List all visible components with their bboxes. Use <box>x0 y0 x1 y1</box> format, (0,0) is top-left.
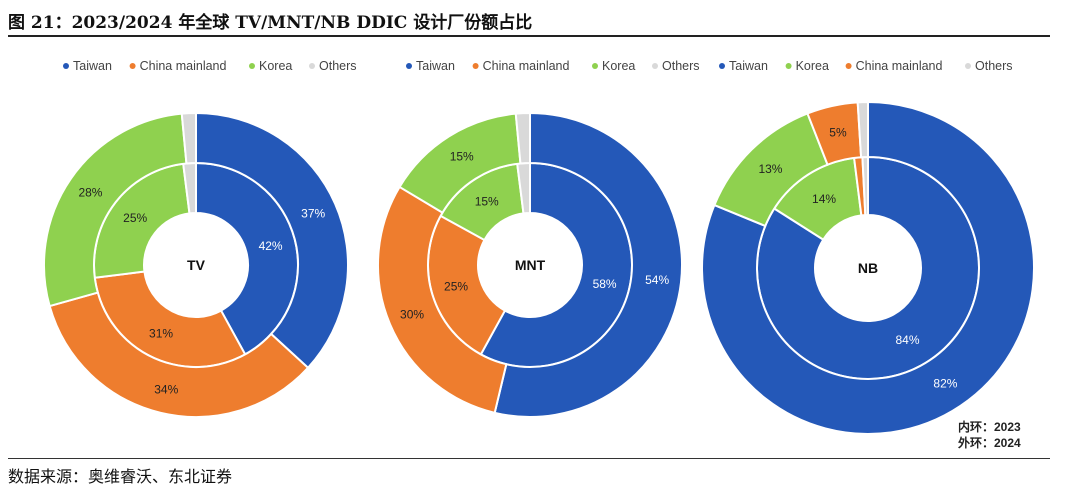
data-label-nb-inner-korea: 14% <box>812 192 836 206</box>
legend-label-nb-korea: Korea <box>796 59 829 73</box>
legend-marker-mnt-taiwan <box>406 63 412 69</box>
legend-marker-tv-taiwan <box>63 63 69 69</box>
legend-label-nb-taiwan: Taiwan <box>729 59 768 73</box>
legend-label-mnt-others: Others <box>662 59 700 73</box>
legend-label-tv-korea: Korea <box>259 59 292 73</box>
data-label-mnt-outer-korea: 15% <box>450 150 474 164</box>
legend-marker-tv-korea <box>249 63 255 69</box>
figure-title: 图 21：2023/2024 年全球 TV/MNT/NB DDIC 设计厂份额占… <box>8 13 533 33</box>
legend-label-mnt-china-mainland: China mainland <box>483 59 570 73</box>
source-note: 数据来源：奥维睿沃、东北证券 <box>8 467 233 486</box>
outer-ring-note: 外环：2024 <box>958 436 1021 450</box>
legend-label-tv-china-mainland: China mainland <box>140 59 227 73</box>
legend-marker-nb-others <box>965 63 971 69</box>
data-label-nb-inner-taiwan: 84% <box>895 333 919 347</box>
center-label-tv: TV <box>187 257 206 273</box>
data-label-tv-outer-korea: 28% <box>78 186 102 200</box>
slice-tv-outer-others <box>180 111 197 165</box>
data-label-tv-outer-china-mainland: 34% <box>154 382 178 396</box>
data-label-nb-outer-taiwan: 82% <box>933 376 957 390</box>
slice-tv-outer-taiwan <box>195 111 349 370</box>
legend-marker-mnt-china-mainland <box>472 63 479 69</box>
data-label-tv-outer-taiwan: 37% <box>301 206 325 220</box>
data-label-tv-inner-taiwan: 42% <box>259 239 283 253</box>
data-label-mnt-inner-china-mainland: 25% <box>444 279 468 293</box>
data-label-mnt-inner-korea: 15% <box>475 194 499 208</box>
data-label-mnt-inner-taiwan: 58% <box>593 277 617 291</box>
slice-mnt-outer-taiwan <box>493 111 683 418</box>
data-label-tv-inner-china-mainland: 31% <box>149 327 173 341</box>
legend-label-nb-others: Others <box>975 59 1013 73</box>
legend-marker-mnt-others <box>652 63 658 69</box>
legend-marker-nb-china-mainland <box>845 63 852 69</box>
slice-nb-outer-taiwan <box>701 100 1035 435</box>
inner-ring-note: 内环：2023 <box>958 420 1021 434</box>
center-label-mnt: MNT <box>515 257 546 273</box>
source-rule <box>8 458 1050 459</box>
data-label-tv-inner-korea: 25% <box>123 211 147 225</box>
legend-label-mnt-taiwan: Taiwan <box>416 59 455 73</box>
title-rule <box>8 35 1050 37</box>
slice-mnt-outer-china-mainland <box>377 185 508 415</box>
slice-nb-outer-others <box>856 100 869 159</box>
slice-mnt-outer-others <box>514 111 531 165</box>
legend-marker-mnt-korea <box>592 63 598 69</box>
data-label-nb-outer-china-mainland: 5% <box>829 125 847 139</box>
legend-label-nb-china-mainland: China mainland <box>856 59 943 73</box>
center-label-nb: NB <box>858 260 878 276</box>
slice-tv-outer-china-mainland <box>48 291 310 418</box>
data-label-mnt-outer-taiwan: 54% <box>645 273 669 287</box>
legend-label-mnt-korea: Korea <box>602 59 635 73</box>
legend-marker-nb-korea <box>785 63 792 69</box>
legend-marker-nb-taiwan <box>719 63 725 69</box>
legend-label-tv-others: Others <box>319 59 357 73</box>
legend-marker-tv-others <box>309 63 315 69</box>
legend-label-tv-taiwan: Taiwan <box>73 59 112 73</box>
legend-marker-tv-china-mainland <box>129 63 136 69</box>
data-label-nb-outer-korea: 13% <box>758 162 782 176</box>
data-label-mnt-outer-china-mainland: 30% <box>400 308 424 322</box>
